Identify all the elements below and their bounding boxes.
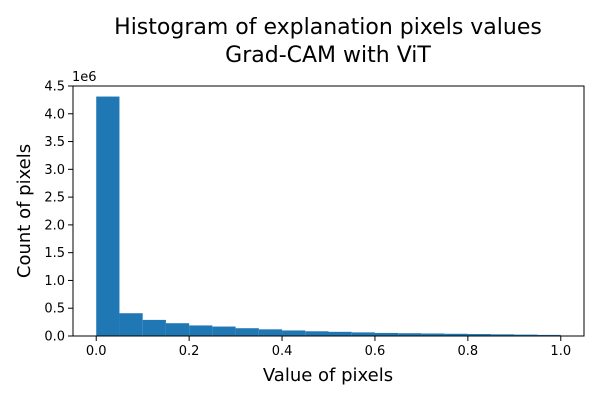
histogram-bars <box>96 96 561 336</box>
y-axis-label: Count of pixels <box>14 144 35 278</box>
y-tick-label: 2.5 <box>44 191 65 206</box>
y-axis-ticks: 0.0 0.5 1.0 1.5 2.0 2.5 3.0 3.5 4.0 4.5 <box>44 80 73 345</box>
histogram-bar <box>258 329 283 336</box>
chart-title-line-1: Histogram of explanation pixels values <box>114 15 542 40</box>
y-tick-label: 1.0 <box>44 274 65 289</box>
histogram-bar <box>467 334 492 336</box>
y-axis-offset-label: 1e6 <box>72 70 97 85</box>
x-tick-label: 0.0 <box>86 344 107 359</box>
y-tick-label: 4.5 <box>44 80 65 95</box>
histogram-bar <box>305 331 329 336</box>
y-tick-label: 3.5 <box>44 135 65 150</box>
x-tick-label: 0.8 <box>458 344 479 359</box>
histogram-bar <box>491 334 515 336</box>
x-tick-label: 1.0 <box>550 344 571 359</box>
x-tick-label: 0.2 <box>179 344 200 359</box>
histogram-bar <box>119 313 143 336</box>
histogram-bar <box>444 333 468 336</box>
histogram-bar <box>398 333 422 336</box>
histogram-bar <box>189 325 213 336</box>
plot-frame <box>72 85 585 337</box>
x-axis-ticks: 0.0 0.2 0.4 0.6 0.8 1.0 <box>86 336 571 359</box>
histogram-bar <box>374 332 399 336</box>
y-tick-label: 4.0 <box>44 107 65 122</box>
x-tick-label: 0.4 <box>272 344 293 359</box>
histogram-bar <box>212 326 236 336</box>
y-tick-label: 2.0 <box>44 218 65 233</box>
histogram-bar <box>514 334 538 336</box>
histogram-bar <box>142 319 166 336</box>
histogram-bar <box>328 331 352 336</box>
histogram-bar <box>282 330 306 336</box>
chart-title-line-2: Grad-CAM with ViT <box>225 43 431 68</box>
histogram-bar <box>537 334 561 336</box>
y-tick-label: 0.5 <box>44 302 65 317</box>
y-tick-label: 3.0 <box>44 163 65 178</box>
histogram-bar <box>96 96 120 336</box>
x-axis-label: Value of pixels <box>263 365 393 386</box>
y-tick-label: 0.0 <box>44 330 65 345</box>
histogram-bar <box>165 323 190 336</box>
histogram-bar <box>351 332 375 336</box>
histogram-bar <box>421 333 445 336</box>
histogram-bar <box>235 328 259 336</box>
y-tick-label: 1.5 <box>44 246 65 261</box>
x-tick-label: 0.6 <box>365 344 386 359</box>
